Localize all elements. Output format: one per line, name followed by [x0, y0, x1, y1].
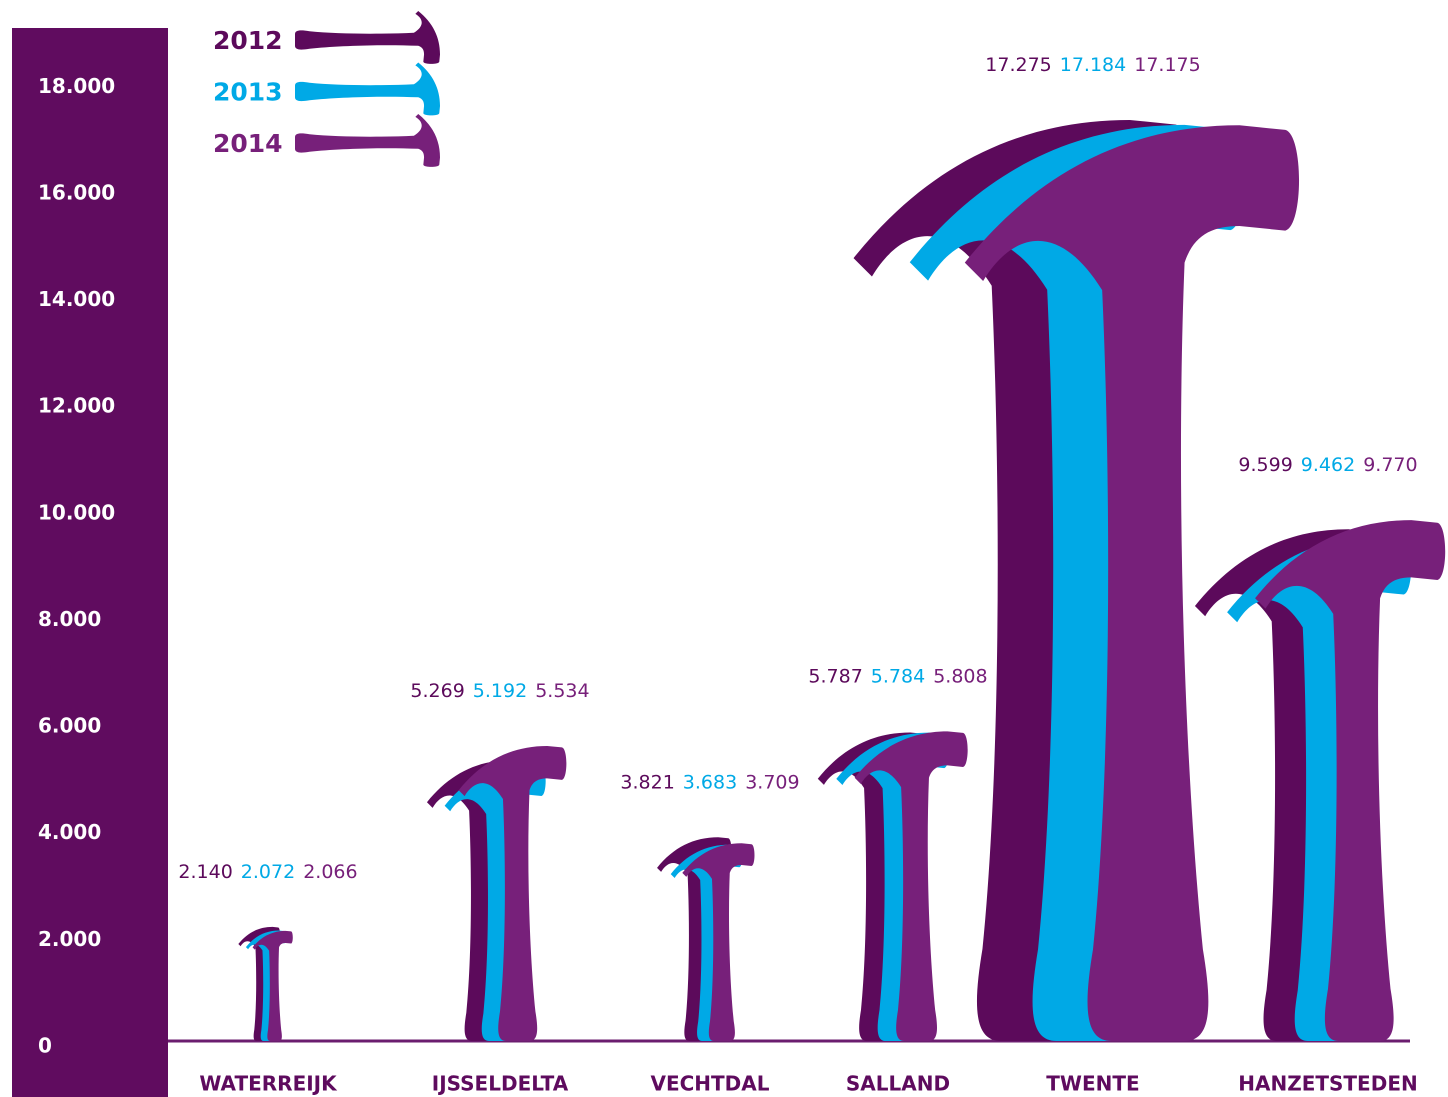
- legend-label: 2013: [213, 78, 283, 107]
- y-tick-label: 10.000: [38, 500, 115, 524]
- legend-hammer: [294, 114, 440, 167]
- y-tick-label: 18.000: [38, 74, 115, 98]
- hammer: [854, 731, 968, 1041]
- value-label: 9.462: [1301, 454, 1355, 476]
- legend-hammer: [294, 11, 440, 64]
- hammer: [245, 930, 287, 1041]
- axis-band: [12, 28, 168, 1097]
- value-label: 9.599: [1238, 454, 1292, 476]
- value-label: 17.275: [985, 53, 1051, 75]
- y-tick-label: 2.000: [38, 927, 101, 951]
- hammer: [836, 732, 949, 1041]
- value-label: 17.184: [1060, 53, 1126, 75]
- value-label: 5.192: [473, 679, 527, 701]
- value-labels: 5.269 5.192 5.534: [410, 679, 589, 701]
- y-tick-label: 4.000: [38, 820, 101, 844]
- value-labels: 9.599 9.462 9.770: [1238, 454, 1417, 476]
- hammer: [1227, 536, 1412, 1041]
- value-labels: 5.787 5.784 5.808: [808, 665, 987, 687]
- hammer: [657, 837, 732, 1041]
- value-label: 17.175: [1134, 53, 1200, 75]
- value-labels: 17.275 17.184 17.175: [985, 53, 1200, 75]
- y-tick-label: 8.000: [38, 607, 101, 631]
- hammer: [1255, 520, 1446, 1041]
- value-label: 3.683: [683, 771, 737, 793]
- value-label: 9.770: [1363, 454, 1417, 476]
- value-label: 5.784: [871, 665, 925, 687]
- y-tick-label: 0: [38, 1034, 52, 1058]
- x-tick-label: WATERREIJK: [199, 1072, 338, 1096]
- x-tick-label: HANZETSTEDEN: [1238, 1072, 1417, 1096]
- x-tick-label: TWENTE: [1046, 1072, 1139, 1096]
- hammer: [444, 764, 546, 1041]
- hammer: [426, 760, 530, 1041]
- legend-label: 2014: [213, 129, 283, 158]
- hammer: [238, 926, 280, 1041]
- value-label: 2.066: [303, 860, 357, 882]
- value-labels: 3.821 3.683 3.709: [620, 771, 799, 793]
- y-tick-label: 6.000: [38, 714, 101, 738]
- hammer: [853, 119, 1190, 1042]
- value-labels: 2.140 2.072 2.066: [178, 860, 357, 882]
- hammer: [1194, 529, 1382, 1041]
- value-label: 2.140: [178, 860, 232, 882]
- value-label: 2.072: [241, 860, 295, 882]
- hammer: [964, 125, 1300, 1041]
- x-tick-label: IJSSELDELTA: [432, 1072, 569, 1096]
- x-tick-label: VECHTDAL: [650, 1072, 769, 1096]
- hammer: [670, 844, 743, 1041]
- y-tick-label: 12.000: [38, 394, 115, 418]
- y-tick-label: 14.000: [38, 287, 115, 311]
- value-label: 5.787: [808, 665, 862, 687]
- value-label: 3.821: [620, 771, 674, 793]
- value-label: 5.534: [535, 679, 589, 701]
- legend-label: 2012: [213, 26, 283, 55]
- y-tick-label: 16.000: [38, 180, 115, 204]
- hammer: [817, 732, 931, 1041]
- legend-hammer: [294, 62, 440, 116]
- value-label: 5.808: [933, 665, 987, 687]
- value-label: 5.269: [410, 679, 464, 701]
- value-label: 3.709: [745, 771, 799, 793]
- hammer: [252, 930, 293, 1041]
- x-tick-label: SALLAND: [846, 1072, 950, 1096]
- hammer: [458, 745, 567, 1041]
- hammer: [682, 843, 755, 1041]
- hammer: [909, 124, 1245, 1041]
